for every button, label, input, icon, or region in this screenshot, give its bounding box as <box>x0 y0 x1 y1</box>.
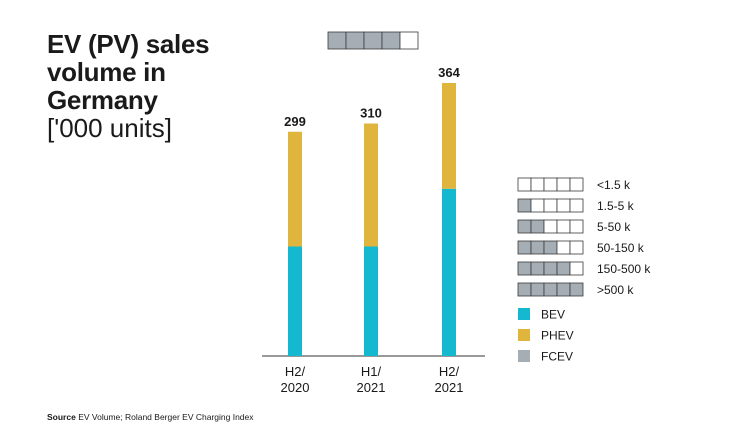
country-indicator-cell-0 <box>327 31 347 50</box>
source-text: EV Volume; Roland Berger EV Charging Ind… <box>78 412 254 422</box>
scale-legend-4-cell-3 <box>556 261 571 276</box>
x-tick-label-2-line2: 2021 <box>435 380 464 395</box>
scale-legend-0-cell-2 <box>543 177 558 192</box>
x-tick-label-0-line2: 2020 <box>281 380 310 395</box>
scale-legend-0-cell-3 <box>556 177 571 192</box>
scale-legend-2-cell-4 <box>569 219 584 234</box>
scale-legend-5-cell-0 <box>517 282 532 297</box>
country-indicator-cell-4 <box>399 31 419 50</box>
x-tick-label-2-line1: H2/ <box>439 364 460 379</box>
legend-label-bev: BEV <box>541 308 565 322</box>
bar-phev-1 <box>364 123 378 247</box>
scale-legend-3-cell-2 <box>543 240 558 255</box>
scale-legend-5-cell-4 <box>569 282 584 297</box>
source-note: Source EV Volume; Roland Berger EV Charg… <box>47 412 254 422</box>
scale-legend-1-cell-0 <box>517 198 532 213</box>
scale-legend-1-cell-4 <box>569 198 584 213</box>
x-tick-label-1-line2: 2021 <box>357 380 386 395</box>
scale-legend-3-cell-4 <box>569 240 584 255</box>
scale-legend-4-cell-1 <box>530 261 545 276</box>
scale-legend-1-cell-1 <box>530 198 545 213</box>
scale-legend-2-cell-3 <box>556 219 571 234</box>
title-line-2: volume in <box>47 57 166 87</box>
scale-legend-5-cell-3 <box>556 282 571 297</box>
scale-legend-2-cell-2 <box>543 219 558 234</box>
scale-legend-4-cell-0 <box>517 261 532 276</box>
data-label-total-0: 299 <box>284 114 306 129</box>
legend-label-phev: PHEV <box>541 329 574 343</box>
bar-bev-2 <box>442 188 456 356</box>
bar-bev-0 <box>288 246 302 356</box>
chart-title: EV (PV) sales volume in Germany ['000 un… <box>47 30 247 142</box>
scale-legend-label-5: >500 k <box>597 283 634 297</box>
data-label-total-1: 310 <box>360 106 382 121</box>
scale-legend-0-cell-4 <box>569 177 584 192</box>
title-unit: ['000 units] <box>47 113 172 143</box>
country-indicator-cell-2 <box>363 31 383 50</box>
x-tick-label-0-line1: H2/ <box>285 364 306 379</box>
data-label-total-2: 364 <box>438 65 460 80</box>
scale-legend-label-4: 150-500 k <box>597 262 651 276</box>
scale-legend-3-cell-0 <box>517 240 532 255</box>
bar-bev-1 <box>364 246 378 356</box>
scale-legend-label-2: 5-50 k <box>597 220 631 234</box>
scale-legend-1-cell-3 <box>556 198 571 213</box>
scale-legend-3-cell-1 <box>530 240 545 255</box>
scale-legend-label-0: <1.5 k <box>597 178 631 192</box>
scale-legend-3-cell-3 <box>556 240 571 255</box>
scale-legend-0-cell-0 <box>517 177 532 192</box>
scale-legend-5-cell-2 <box>543 282 558 297</box>
x-tick-label-1-line1: H1/ <box>361 364 382 379</box>
country-indicator-cell-3 <box>381 31 401 50</box>
scale-legend-label-3: 50-150 k <box>597 241 645 255</box>
scale-legend-0-cell-1 <box>530 177 545 192</box>
legend-swatch-bev <box>518 308 530 320</box>
source-label: Source <box>47 412 76 422</box>
title-line-3: Germany <box>47 85 158 115</box>
scale-legend-1-cell-2 <box>543 198 558 213</box>
legend-swatch-fcev <box>518 350 530 362</box>
scale-legend-2-cell-0 <box>517 219 532 234</box>
bar-phev-2 <box>442 83 456 189</box>
scale-legend-4-cell-2 <box>543 261 558 276</box>
country-indicator-cell-1 <box>345 31 365 50</box>
scale-legend-label-1: 1.5-5 k <box>597 199 635 213</box>
scale-legend-4-cell-4 <box>569 261 584 276</box>
scale-legend-5-cell-1 <box>530 282 545 297</box>
title-line-1: EV (PV) sales <box>47 29 210 59</box>
legend-swatch-phev <box>518 329 530 341</box>
bar-phev-0 <box>288 131 302 247</box>
scale-legend-2-cell-1 <box>530 219 545 234</box>
legend-label-fcev: FCEV <box>541 350 573 364</box>
